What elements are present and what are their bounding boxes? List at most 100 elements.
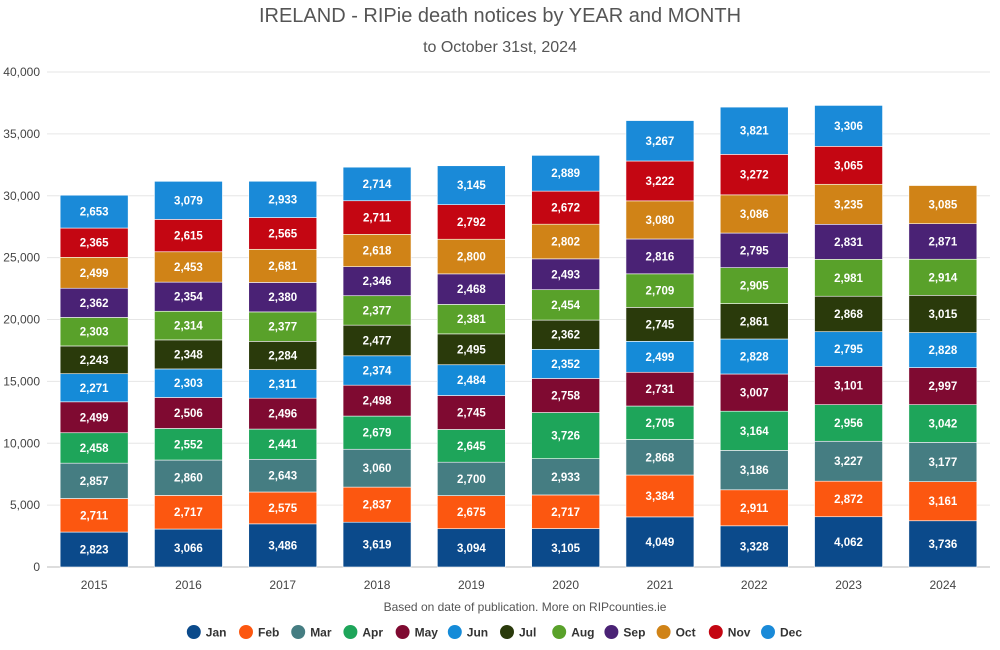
data-label: 2,565	[268, 228, 297, 240]
legend-marker	[395, 625, 410, 639]
data-label: 3,060	[363, 463, 392, 475]
legend-item-feb[interactable]: Feb	[239, 625, 279, 640]
bar-segment-sep-2020	[531, 258, 600, 291]
legend-label: Oct	[676, 626, 696, 640]
data-label: 3,384	[646, 491, 675, 503]
bar-segment-may-2024	[908, 367, 978, 405]
data-label: 2,711	[80, 510, 109, 522]
data-label: 3,821	[740, 126, 769, 138]
bar-segment-oct-2024	[908, 185, 978, 225]
bar-segment-sep-2016	[154, 281, 223, 312]
legend-item-jan[interactable]: Jan	[186, 625, 227, 640]
data-label: 2,645	[457, 441, 486, 453]
data-label: 2,837	[363, 500, 392, 512]
bar-segment-jun-2018	[342, 355, 412, 386]
data-label: 3,736	[928, 539, 957, 551]
data-label: 2,717	[551, 507, 580, 519]
bar-segment-may-2020	[531, 378, 600, 413]
legend-marker	[186, 625, 201, 639]
bar-segment-dec-2015	[59, 194, 129, 229]
data-label: 3,164	[740, 426, 769, 438]
data-label: 2,828	[928, 345, 957, 357]
legend-label: May	[415, 626, 439, 640]
x-tick-label: 2015	[81, 578, 108, 592]
legend-marker	[604, 625, 619, 639]
legend-item-nov[interactable]: Nov	[708, 625, 751, 640]
bar-segment-jul-2023	[814, 295, 883, 333]
legend-item-mar[interactable]: Mar	[291, 625, 332, 640]
x-axis: 2015 2016 2017 2018 2019 2020 2021 2022 2023 2024	[81, 578, 957, 592]
bar-segment-may-2022	[719, 373, 789, 412]
bar-segment-sep-2018	[342, 266, 412, 297]
data-label: 3,079	[174, 195, 203, 207]
bar-segment-nov-2020	[531, 190, 600, 225]
data-label: 2,745	[457, 407, 486, 419]
bar-segment-mar-2015	[59, 462, 129, 499]
data-label: 2,552	[174, 439, 203, 451]
legend-marker	[761, 625, 775, 639]
bar-segment-jan-2018	[342, 521, 412, 568]
legend-label: Apr	[362, 626, 383, 640]
data-label: 2,243	[80, 355, 109, 367]
data-label: 2,905	[740, 281, 769, 293]
data-label: 3,007	[740, 388, 769, 400]
bar-segment-jul-2015	[59, 345, 129, 375]
bar-segment-apr-2018	[342, 415, 412, 450]
data-label: 3,619	[363, 540, 392, 552]
legend-item-apr[interactable]: Apr	[343, 625, 383, 640]
data-label: 3,222	[646, 176, 675, 188]
bar-segment-aug-2021	[625, 273, 695, 308]
bar-segment-oct-2017	[248, 248, 318, 283]
bar-segment-feb-2023	[814, 480, 883, 518]
legend-item-sep[interactable]: Sep	[604, 625, 645, 640]
data-label: 2,816	[646, 251, 675, 263]
bar-segment-nov-2017	[248, 217, 318, 250]
data-label: 2,860	[174, 473, 203, 485]
legend-item-may[interactable]: May	[395, 625, 439, 640]
bar-segment-mar-2022	[719, 450, 789, 491]
bar-segment-dec-2020	[531, 155, 600, 192]
data-label: 2,745	[646, 319, 675, 331]
bar-segment-aug-2020	[531, 289, 600, 321]
data-label: 2,828	[740, 352, 769, 364]
bar-segment-jul-2022	[719, 303, 789, 340]
data-label: 2,506	[174, 408, 203, 420]
data-label: 3,042	[928, 419, 957, 431]
data-label: 2,679	[363, 428, 392, 440]
bar-segment-apr-2024	[908, 404, 978, 443]
legend-marker	[239, 625, 253, 639]
legend-item-dec[interactable]: Dec	[761, 625, 802, 640]
data-label: 2,484	[457, 375, 486, 387]
bar-segment-jun-2016	[154, 368, 223, 398]
legend-item-aug[interactable]: Aug	[552, 625, 595, 640]
y-tick-label: 10,000	[3, 436, 40, 450]
data-label: 2,872	[834, 494, 863, 506]
data-label: 2,889	[551, 168, 580, 180]
bar-segment-jan-2020	[531, 528, 600, 568]
data-label: 3,105	[551, 543, 580, 555]
legend-marker	[552, 625, 567, 639]
bar-segment-jun-2017	[248, 369, 318, 399]
data-label: 2,346	[363, 276, 392, 288]
bar-segment-jan-2021	[625, 516, 695, 568]
bar-segment-may-2016	[154, 397, 223, 429]
bar-segment-apr-2015	[59, 432, 129, 464]
legend-item-jun[interactable]: Jun	[447, 625, 488, 640]
bar-segment-nov-2015	[59, 227, 129, 258]
data-label: 3,065	[834, 160, 863, 172]
legend-item-oct[interactable]: Oct	[656, 625, 696, 640]
data-label: 2,311	[269, 379, 298, 391]
bar-segment-sep-2021	[625, 238, 695, 275]
bar-segment-aug-2018	[342, 295, 412, 326]
y-tick-label: 40,000	[3, 65, 40, 79]
legend-item-jul[interactable]: Jul	[500, 625, 536, 640]
x-tick-label: 2022	[741, 578, 768, 592]
bar-segment-feb-2020	[531, 494, 600, 529]
data-label: 2,705	[646, 418, 675, 430]
data-label: 2,831	[834, 237, 863, 249]
data-label: 2,709	[646, 286, 675, 298]
bar-segment-mar-2019	[437, 461, 506, 496]
data-label: 2,933	[551, 472, 580, 484]
data-label: 2,377	[363, 305, 392, 317]
